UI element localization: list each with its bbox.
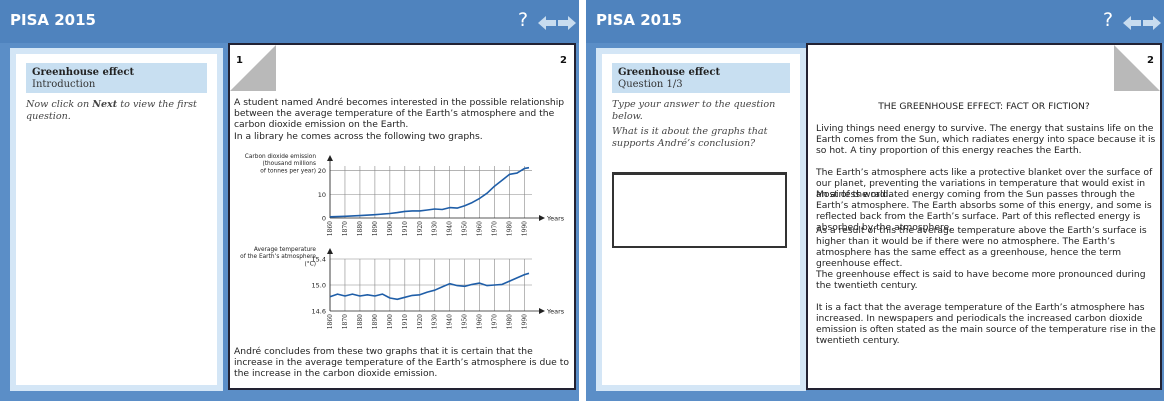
page-number-2[interactable]: 2 <box>560 55 567 66</box>
question-panel: Greenhouse effect Question 1/3 Type your… <box>596 48 806 391</box>
y-tick-label: 10 <box>318 191 326 199</box>
app-title: PISA 2015 <box>10 11 96 29</box>
article-paragraph-3: As a result of this the average temperat… <box>816 225 1147 269</box>
unit-title: Greenhouse effect <box>618 67 721 78</box>
y-tick-label: 14.6 <box>312 308 326 316</box>
article-paragraph-5: It is a fact that the average temperatur… <box>816 302 1156 346</box>
page-number-2[interactable]: 2 <box>1147 55 1154 66</box>
stimulus-screen: PISA 2015 ? Greenhouse effect Introducti… <box>0 0 579 401</box>
instruction-text: Now click on Next to view the first ques… <box>26 99 207 123</box>
x-tick-label: 1920 <box>417 221 424 236</box>
unit-header: Greenhouse effect Introduction <box>26 63 207 93</box>
unit-title: Greenhouse effect <box>32 67 135 78</box>
y-axis-label: Average temperature of the Earth’s atmosp… <box>240 247 316 267</box>
x-tick-label: 1880 <box>357 221 364 236</box>
x-tick-label: 1990 <box>522 314 529 329</box>
x-tick-label: 1960 <box>477 221 484 236</box>
y-tick-label: 15.4 <box>312 256 326 264</box>
answer-input[interactable] <box>612 172 787 248</box>
x-tick-label: 1960 <box>477 314 484 329</box>
question-text: What is it about the graphs that support… <box>612 126 768 149</box>
instruction-suffix: to view the first question. <box>26 99 197 122</box>
unit-header: Greenhouse effect Question 1/3 <box>612 63 790 93</box>
x-tick-label: 1860 <box>327 221 334 236</box>
x-tick-label: 1870 <box>342 221 349 236</box>
stimulus-page: 1 2 A student named André becomes intere… <box>228 43 576 390</box>
next-page-tab[interactable] <box>1114 45 1160 91</box>
x-axis-label: Years <box>546 308 565 316</box>
x-tick-label: 1860 <box>327 314 334 329</box>
x-tick-label: 1890 <box>372 314 379 329</box>
y-axis-label-line: of tonnes per year) <box>260 168 316 174</box>
x-tick-label: 1970 <box>492 221 499 236</box>
article-paragraph-2b: Most of the radiated energy coming from … <box>816 189 1152 233</box>
help-button[interactable]: ? <box>1103 9 1114 31</box>
series-line <box>329 272 530 301</box>
question-screen: PISA 2015 ? Greenhouse effect Question 1… <box>586 0 1164 401</box>
x-tick-label: 1880 <box>357 314 364 329</box>
top-bar: PISA 2015 ? <box>0 0 579 43</box>
top-bar: PISA 2015 ? <box>586 0 1164 43</box>
x-tick-label: 1980 <box>507 221 514 236</box>
x-tick-label: 1900 <box>387 314 394 329</box>
intro-paragraph: A student named André becomes interested… <box>234 97 565 130</box>
back-arrow-icon[interactable] <box>1123 16 1141 30</box>
x-tick-label: 1950 <box>462 221 469 236</box>
series-line <box>329 166 530 218</box>
y-axis-label-line: (°C) <box>305 261 316 267</box>
x-tick-label: 1940 <box>447 221 454 236</box>
unit-subtitle: Introduction <box>32 79 96 90</box>
instruction-next-word: Next <box>92 99 118 110</box>
stimulus-page: 2 THE GREENHOUSE EFFECT: FACT OR FICTION… <box>806 43 1162 390</box>
y-axis-arrow <box>327 248 333 254</box>
x-tick-label: 1990 <box>522 221 529 236</box>
back-arrow-icon[interactable] <box>538 16 556 30</box>
x-tick-label: 1940 <box>447 314 454 329</box>
instruction-prefix: Now click on <box>26 99 93 110</box>
library-line: In a library he comes across the followi… <box>234 131 483 142</box>
x-axis-arrow <box>539 308 545 314</box>
article-heading: THE GREENHOUSE EFFECT: FACT OR FICTION? <box>878 101 1090 112</box>
y-axis-arrow <box>327 155 333 161</box>
page-number-1[interactable]: 1 <box>236 55 243 66</box>
question-panel: Greenhouse effect Introduction Now click… <box>10 48 223 391</box>
x-tick-label: 1910 <box>402 221 409 236</box>
y-axis-label: Carbon dioxide emission (thousand million… <box>245 154 317 174</box>
question-panel-inner: Greenhouse effect Introduction Now click… <box>16 54 217 385</box>
y-axis-label-line: of the Earth’s atmosphere <box>240 254 316 260</box>
y-axis-label-line: Carbon dioxide emission <box>245 154 317 160</box>
y-tick-label: 20 <box>318 167 326 175</box>
instruction-text: Type your answer to the question below. <box>612 99 776 122</box>
x-tick-label: 1900 <box>387 221 394 236</box>
x-tick-label: 1970 <box>492 314 499 329</box>
x-tick-label: 1980 <box>507 314 514 329</box>
article-paragraph-1: Living things need energy to survive. Th… <box>816 123 1156 156</box>
article-paragraph-4: The greenhouse effect is said to have be… <box>816 269 1146 291</box>
previous-page-tab[interactable] <box>230 45 276 91</box>
conclusion-paragraph: André concludes from these two graphs th… <box>234 346 569 379</box>
x-tick-label: 1920 <box>417 314 424 329</box>
co2-emission-chart: 0 10 20 Years 1860 1870 1880 1890 1900 1910 1920 19… <box>245 154 565 236</box>
x-axis-label: Years <box>546 215 565 223</box>
y-tick-label: 15.0 <box>312 282 326 290</box>
x-tick-label: 1870 <box>342 314 349 329</box>
y-axis-label-line: Average temperature <box>254 247 317 253</box>
x-tick-label: 1950 <box>462 314 469 329</box>
unit-subtitle: Question 1/3 <box>618 79 683 90</box>
next-arrow-icon[interactable] <box>558 16 576 30</box>
article-paragraph-2a: The Earth’s atmosphere acts like a prote… <box>816 167 1153 200</box>
x-tick-label: 1910 <box>402 314 409 329</box>
help-button[interactable]: ? <box>518 9 529 31</box>
app-title: PISA 2015 <box>596 11 682 29</box>
y-axis-label-line: (thousand millions <box>262 161 316 167</box>
x-tick-label: 1930 <box>432 314 439 329</box>
x-tick-label: 1930 <box>432 221 439 236</box>
y-tick-label: 0 <box>322 215 326 223</box>
temperature-chart: 14.6 15.0 15.4 Years 1860 1870 1880 1890 1900 191… <box>240 247 565 329</box>
next-arrow-icon[interactable] <box>1143 16 1161 30</box>
x-tick-label: 1890 <box>372 221 379 236</box>
x-axis-arrow <box>539 215 545 221</box>
